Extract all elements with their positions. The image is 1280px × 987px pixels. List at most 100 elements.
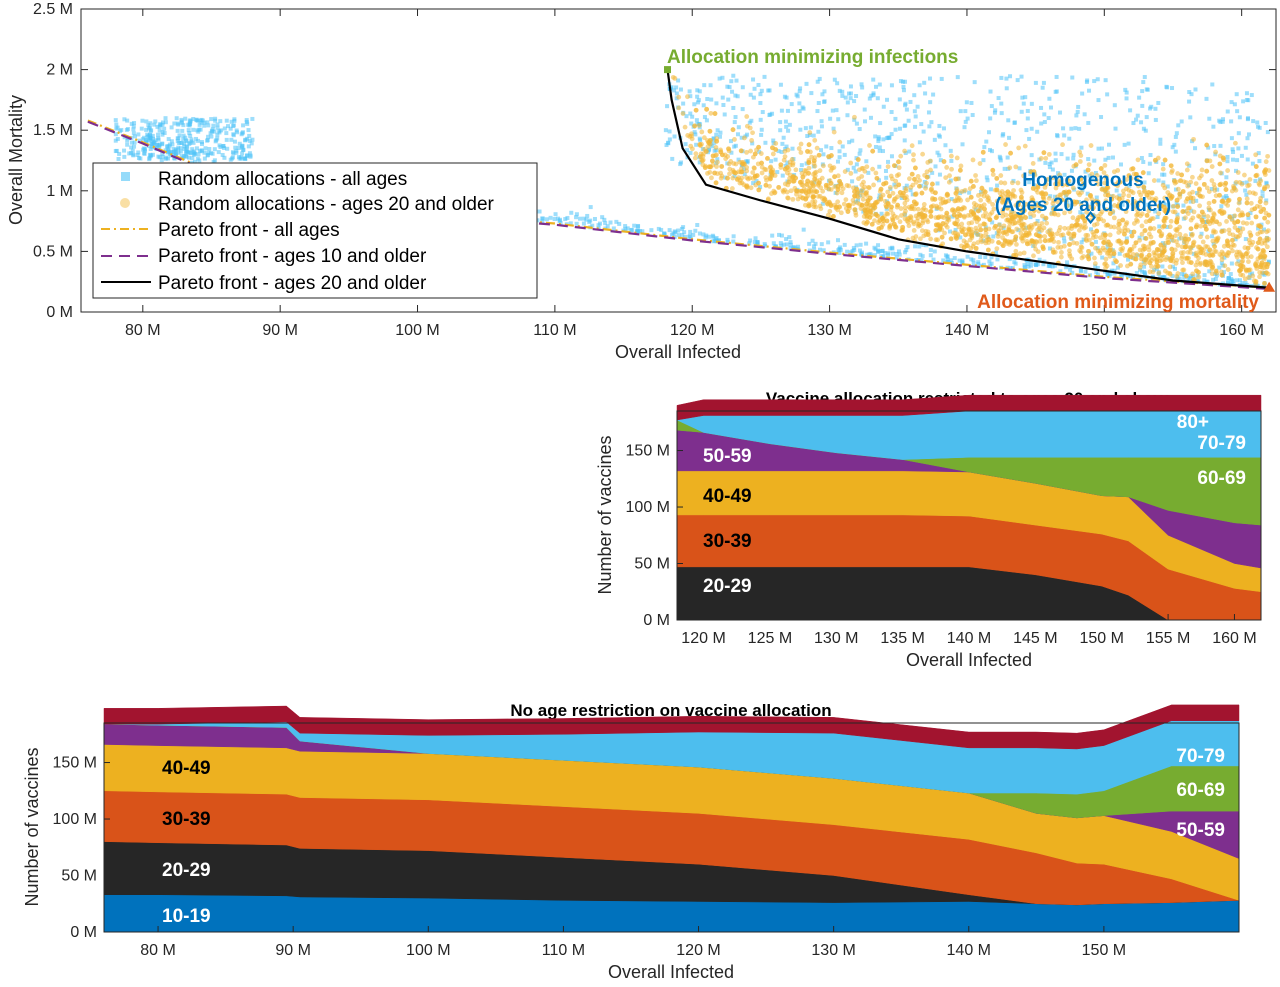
scatter-point-ages-20	[1132, 198, 1137, 204]
scatter-point-ages-20	[892, 196, 898, 202]
scatter-point-all-ages	[744, 159, 749, 164]
scatter-point-all-ages	[739, 135, 744, 140]
scatter-point-ages-20	[1013, 164, 1019, 170]
scatter-point-all-ages	[720, 95, 725, 100]
scatter-point-ages-20	[1019, 222, 1025, 228]
scatter-point-all-ages	[783, 119, 788, 124]
scatter-point-all-ages	[160, 154, 165, 159]
scatter-point-all-ages	[146, 138, 151, 143]
scatter-point-ages-20	[878, 196, 884, 202]
scatter-point-all-ages	[172, 156, 177, 161]
scatter-point-all-ages	[1090, 177, 1095, 182]
scatter-point-ages-20	[1161, 249, 1167, 255]
scatter-point-ages-20	[719, 164, 725, 169]
scatter-point-ages-20	[1249, 242, 1254, 248]
scatter-point-all-ages	[247, 151, 252, 156]
scatter-point-ages-20	[1248, 254, 1254, 260]
scatter-point-ages-20	[1183, 180, 1189, 185]
scatter-point-all-ages	[194, 146, 199, 151]
x-axis-label: Overall Infected	[906, 650, 1032, 670]
scatter-point-ages-20	[1014, 226, 1020, 232]
scatter-point-ages-20	[706, 140, 712, 146]
scatter-point-all-ages	[826, 240, 831, 245]
scatter-point-all-ages	[815, 79, 820, 84]
scatter-point-ages-20	[1189, 233, 1195, 238]
scatter-point-ages-20	[1134, 212, 1139, 218]
scatter-point-all-ages	[1007, 135, 1012, 140]
scatter-point-ages-20	[1154, 247, 1160, 252]
scatter-point-ages-20	[1009, 180, 1015, 186]
scatter-point-ages-20	[1092, 261, 1098, 266]
scatter-point-ages-20	[1066, 189, 1072, 195]
scatter-point-ages-20	[1023, 201, 1029, 207]
scatter-point-ages-20	[710, 158, 715, 164]
scatter-point-ages-20	[1188, 195, 1194, 201]
scatter-point-all-ages	[176, 150, 181, 155]
scatter-point-all-ages	[540, 219, 545, 224]
scatter-point-ages-20	[993, 223, 998, 229]
scatter-point-all-ages	[917, 244, 922, 249]
scatter-point-all-ages	[588, 205, 593, 210]
scatter-point-all-ages	[748, 92, 753, 97]
scatter-point-all-ages	[863, 119, 868, 124]
scatter-point-ages-20	[768, 169, 774, 175]
scatter-point-all-ages	[1161, 162, 1166, 167]
scatter-point-ages-20	[1190, 215, 1196, 221]
scatter-point-ages-20	[1064, 182, 1070, 187]
scatter-point-ages-20	[1243, 251, 1249, 257]
scatter-point-all-ages	[1093, 264, 1098, 269]
scatter-point-ages-20	[1199, 167, 1205, 173]
scatter-point-all-ages	[819, 148, 824, 153]
scatter-point-all-ages	[665, 104, 670, 109]
scatter-point-all-ages	[751, 95, 756, 100]
scatter-point-all-ages	[1239, 153, 1244, 158]
scatter-point-all-ages	[862, 107, 867, 112]
scatter-point-ages-20	[831, 165, 837, 170]
scatter-point-ages-20	[1079, 224, 1085, 230]
scatter-point-all-ages	[736, 157, 741, 162]
scatter-point-ages-20	[1152, 198, 1158, 203]
scatter-point-all-ages	[935, 181, 940, 186]
scatter-point-ages-20	[1214, 219, 1219, 225]
scatter-point-ages-20	[1177, 191, 1183, 197]
scatter-point-ages-20	[902, 211, 907, 217]
scatter-point-ages-20	[1219, 272, 1225, 278]
scatter-point-all-ages	[683, 142, 688, 147]
scatter-point-all-ages	[1123, 87, 1128, 92]
scatter-point-ages-20	[1248, 200, 1254, 206]
restricted-allocation-chart: Vaccine allocation restricted to ages 20…	[595, 389, 1262, 670]
scatter-point-all-ages	[710, 144, 715, 149]
x-axis-ticks: 80 M 90 M 100 M 110 M 120 M 130 M 140 M 150 M 16…	[125, 9, 1264, 339]
scatter-point-all-ages	[1070, 270, 1075, 275]
scatter-point-all-ages	[786, 128, 791, 133]
scatter-point-all-ages	[148, 135, 153, 140]
scatter-point-ages-20	[1265, 219, 1271, 225]
scatter-point-all-ages	[816, 101, 821, 106]
scatter-point-all-ages	[845, 100, 850, 105]
scatter-point-ages-20	[1083, 225, 1088, 230]
scatter-point-ages-20	[1247, 190, 1253, 195]
scatter-point-ages-20	[752, 165, 757, 171]
scatter-point-ages-20	[1050, 175, 1056, 181]
band-label-50-59: 50-59	[703, 446, 752, 467]
scatter-point-ages-20	[1101, 170, 1107, 176]
scatter-point-all-ages	[187, 155, 192, 160]
scatter-point-all-ages	[702, 115, 707, 120]
scatter-point-all-ages	[898, 79, 903, 84]
scatter-point-all-ages	[779, 149, 784, 154]
scatter-point-ages-20	[832, 174, 837, 180]
scatter-point-all-ages	[1086, 120, 1091, 125]
y-tick-label: 0 M	[643, 612, 670, 629]
x-tick-label: 160 M	[1219, 322, 1263, 339]
scatter-point-ages-20	[1227, 231, 1233, 237]
scatter-point-ages-20	[1223, 187, 1229, 192]
scatter-point-ages-20	[1147, 269, 1153, 275]
scatter-point-all-ages	[226, 124, 231, 129]
scatter-point-ages-20	[959, 206, 965, 212]
scatter-point-all-ages	[162, 131, 167, 136]
scatter-point-all-ages	[206, 134, 211, 139]
scatter-point-all-ages	[976, 261, 981, 266]
scatter-point-ages-20	[1168, 218, 1174, 224]
scatter-point-all-ages	[148, 121, 153, 126]
scatter-point-ages-20	[812, 163, 818, 169]
